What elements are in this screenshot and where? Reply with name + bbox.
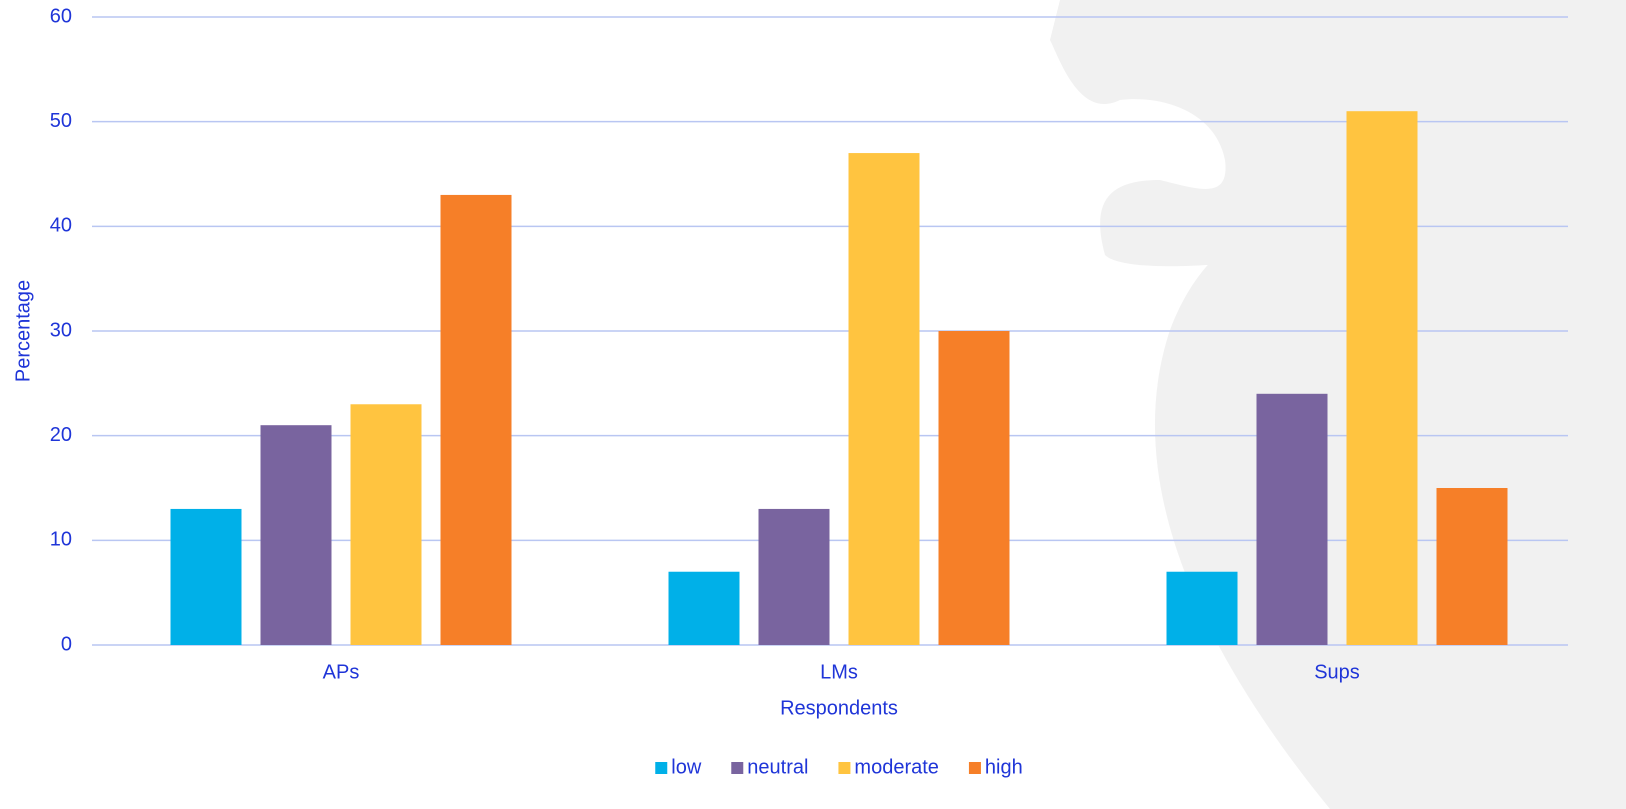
bar: [170, 508, 242, 645]
bar: [1346, 111, 1418, 645]
bar: [440, 194, 512, 645]
legend-label: moderate: [854, 756, 939, 778]
y-tick-label: 30: [50, 319, 72, 341]
x-tick-label: Sups: [1314, 661, 1360, 683]
bar: [938, 331, 1010, 645]
legend-label: neutral: [747, 756, 808, 778]
y-axis-label: Percentage: [12, 280, 34, 382]
legend-swatch: [838, 762, 851, 774]
bar: [668, 571, 740, 645]
bar: [758, 508, 830, 645]
bar: [1256, 393, 1328, 645]
legend-swatch: [731, 762, 744, 774]
y-tick-label: 50: [50, 110, 72, 132]
x-tick-label: LMs: [820, 661, 858, 683]
bar: [260, 425, 332, 645]
y-tick-label: 10: [50, 529, 72, 551]
legend-swatch: [655, 762, 668, 774]
bar: [1436, 488, 1508, 645]
bar: [350, 404, 422, 645]
x-axis-label: Respondents: [780, 697, 898, 719]
y-tick-label: 0: [61, 633, 72, 655]
legend-swatch: [968, 762, 981, 774]
y-tick-label: 60: [50, 5, 72, 27]
plot: [92, 16, 1568, 646]
bar: [1166, 571, 1238, 645]
y-tick-label: 20: [50, 424, 72, 446]
legend-label: low: [671, 756, 702, 778]
legend: low neutral moderate high: [655, 756, 1023, 778]
y-tick-label: 40: [50, 215, 72, 237]
bar: [848, 153, 920, 646]
legend-label: high: [985, 756, 1023, 778]
x-tick-label: APs: [323, 661, 360, 683]
